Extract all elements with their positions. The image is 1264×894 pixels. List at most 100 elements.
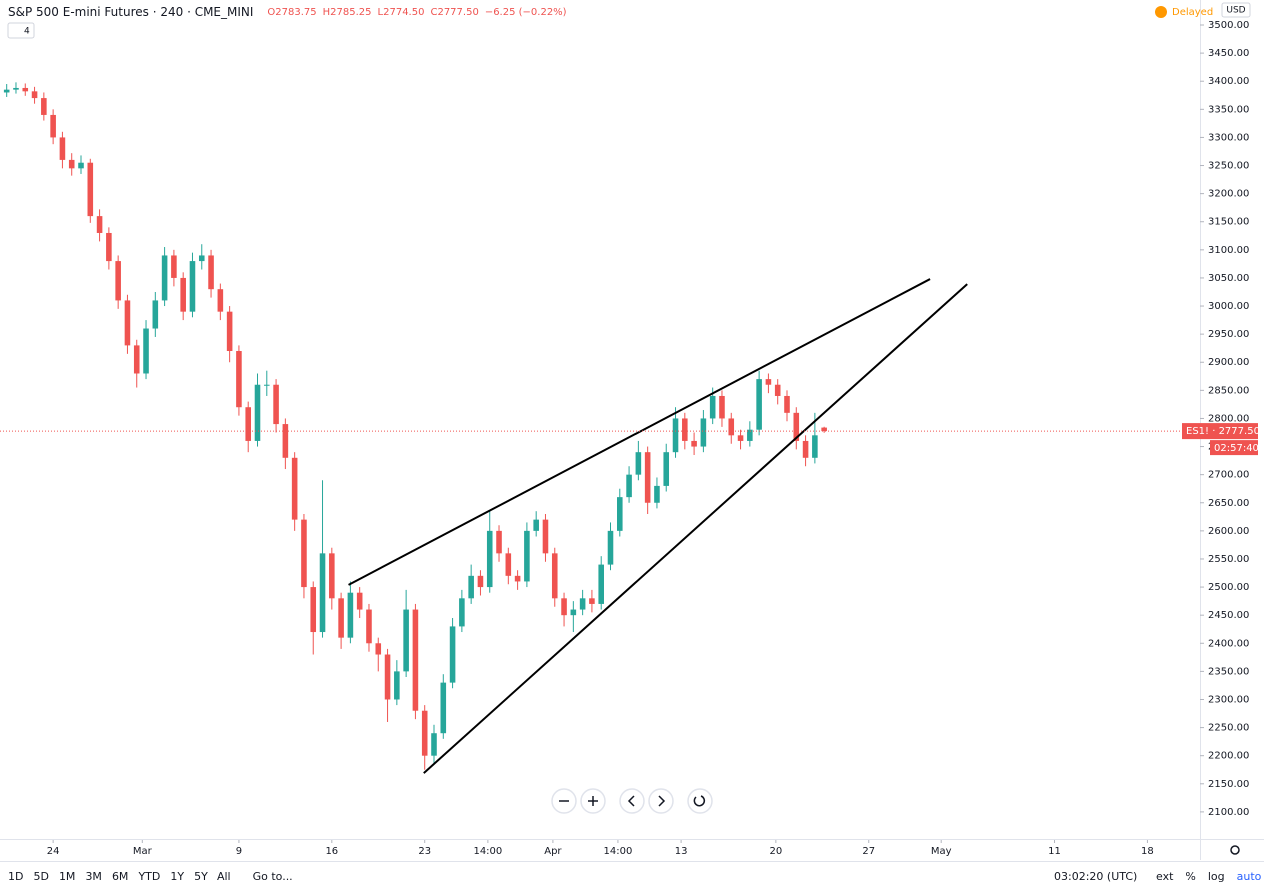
candle-body xyxy=(644,452,651,503)
y-tick-label: 2300.00 xyxy=(1208,694,1249,705)
ohlc-open: O2783.75 xyxy=(267,7,316,18)
reset[interactable] xyxy=(687,788,713,814)
candle-body xyxy=(598,564,604,604)
x-tick-label: 14:00 xyxy=(604,846,633,857)
candle-body xyxy=(793,412,800,441)
trend-line xyxy=(423,283,968,774)
candle-body xyxy=(143,328,149,374)
candle-body xyxy=(78,162,84,169)
candle-body xyxy=(403,609,409,672)
candle-body xyxy=(347,592,354,638)
currency[interactable]: USD xyxy=(1226,6,1245,16)
candle-body xyxy=(152,300,159,329)
ohlc-change: −6.25 (−0.22%) xyxy=(485,7,567,18)
candle-body xyxy=(691,440,697,447)
settings-icon[interactable] xyxy=(1230,845,1240,855)
y-tick-label: 2150.00 xyxy=(1208,779,1249,790)
y-tick-label: 3050.00 xyxy=(1208,273,1249,284)
candle-body xyxy=(524,530,530,582)
symbol-title: S&P 500 E-mini Futures · 240 · CME_MINI xyxy=(8,5,253,19)
option[interactable]: % xyxy=(1185,870,1195,883)
candle-body xyxy=(421,710,428,756)
candle-body xyxy=(728,418,735,436)
goto[interactable]: Go to... xyxy=(253,870,293,883)
candle-body xyxy=(700,418,707,447)
candle-body xyxy=(236,351,242,408)
x-tick-label: Apr xyxy=(544,846,562,857)
range[interactable]: 6M xyxy=(112,870,129,883)
range[interactable]: 5Y xyxy=(194,870,208,883)
x-tick-label: 23 xyxy=(418,846,431,857)
candle-body xyxy=(579,598,586,610)
candle-body xyxy=(505,553,512,576)
x-tick-label: May xyxy=(931,846,952,857)
range[interactable]: 3M xyxy=(85,870,102,883)
candle-body xyxy=(96,216,103,233)
candle-body xyxy=(161,255,168,301)
ohlc-low: L2774.50 xyxy=(378,7,425,18)
candle-body xyxy=(301,519,307,588)
candle-body xyxy=(821,427,827,432)
range[interactable]: 1D xyxy=(8,870,23,883)
range[interactable]: 5D xyxy=(33,870,48,883)
candle-body xyxy=(477,575,484,588)
y-tick-label: 3200.00 xyxy=(1208,189,1249,200)
candle-body xyxy=(514,575,521,582)
y-tick-label: 2800.00 xyxy=(1208,413,1249,424)
candle-body xyxy=(719,395,725,419)
candle-body xyxy=(431,733,437,756)
candle-body xyxy=(607,530,614,565)
candle-body xyxy=(384,654,391,700)
range[interactable]: 1M xyxy=(59,870,76,883)
candle-body xyxy=(589,598,595,604)
candle-body xyxy=(654,485,660,503)
x-tick-label: 27 xyxy=(862,846,875,857)
candle-body xyxy=(570,609,577,616)
currency-box[interactable] xyxy=(1221,2,1251,18)
countdown-label: 02:57:40 xyxy=(1214,443,1259,454)
last-price-label: ES1! · 2777.50 xyxy=(1186,426,1260,437)
options-bar: ext% log auto xyxy=(1156,870,1262,883)
scroll-right[interactable] xyxy=(648,788,674,814)
candle-body xyxy=(765,379,772,385)
y-tick-label: 2100.00 xyxy=(1208,807,1249,818)
candle-body xyxy=(542,519,549,554)
y-tick-label: 3100.00 xyxy=(1208,245,1249,256)
option[interactable]: auto xyxy=(1237,870,1262,883)
y-tick-label: 3000.00 xyxy=(1208,301,1249,312)
candle-body xyxy=(366,609,372,644)
option[interactable]: log xyxy=(1208,870,1225,883)
ohlc-high: H2785.25 xyxy=(323,7,372,18)
candle-body xyxy=(198,255,205,262)
candle-body xyxy=(616,497,623,531)
range[interactable]: All xyxy=(217,870,231,883)
candle-body xyxy=(356,592,363,610)
candle-body xyxy=(180,277,186,312)
x-tick-label: 18 xyxy=(1141,846,1154,857)
option[interactable]: ext xyxy=(1156,870,1174,883)
legend-toggle[interactable] xyxy=(7,22,35,39)
legend-count[interactable]: 4 xyxy=(24,27,30,37)
scroll-left[interactable] xyxy=(619,788,645,814)
candle-body xyxy=(124,300,131,346)
candle-body xyxy=(338,598,344,638)
candle-body xyxy=(440,682,447,734)
last-price-tag xyxy=(1182,423,1258,440)
x-tick-label: 24 xyxy=(47,846,60,857)
candle-body xyxy=(486,530,493,588)
countdown-tag xyxy=(1210,440,1258,456)
candle-body xyxy=(291,457,298,520)
y-tick-label: 2400.00 xyxy=(1208,638,1249,649)
candle-body xyxy=(13,87,19,90)
candle-body xyxy=(254,384,261,441)
range[interactable]: 1Y xyxy=(170,870,184,883)
candle-body xyxy=(635,452,642,475)
candle-body xyxy=(747,429,753,441)
range[interactable]: YTD xyxy=(137,870,160,883)
candle-body xyxy=(802,440,809,458)
range-bar: 1D 5D 1M 3M 6M YTD 1Y 5Y All Go to... xyxy=(8,870,293,883)
candle-body xyxy=(459,598,465,627)
candle-body xyxy=(737,435,744,441)
x-tick-label: Mar xyxy=(133,846,153,857)
